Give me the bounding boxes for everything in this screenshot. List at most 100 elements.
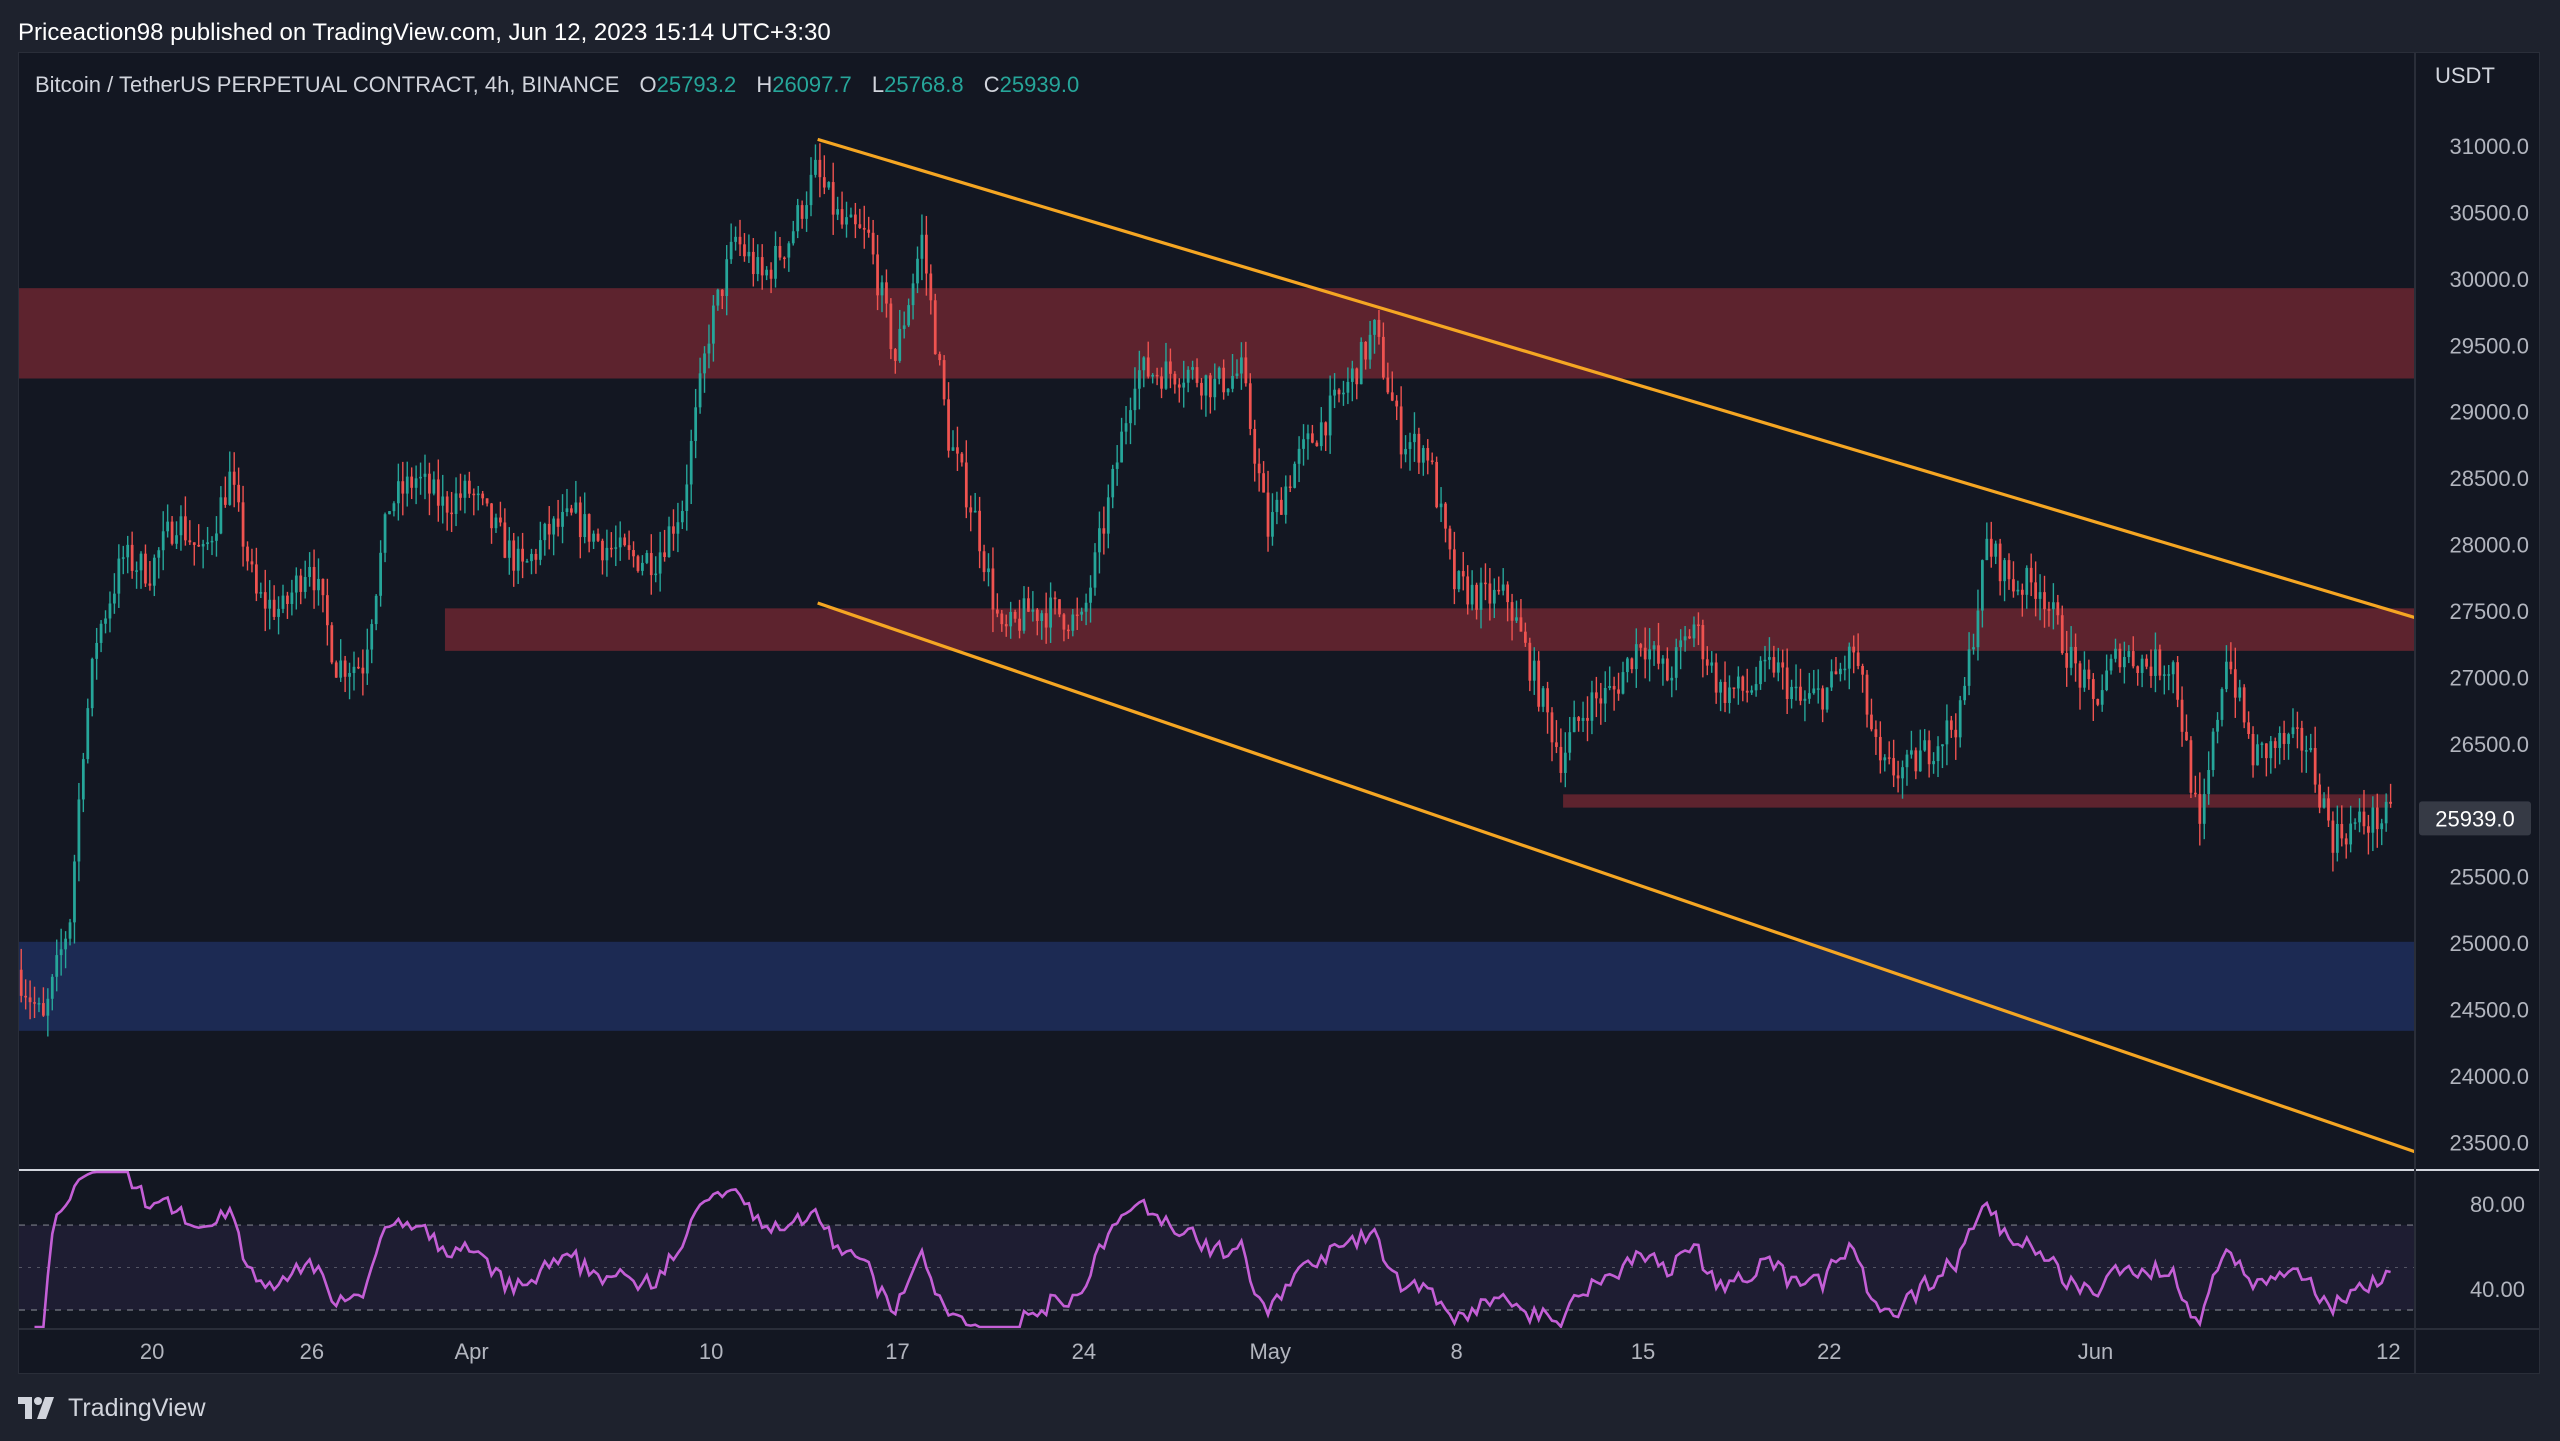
candle-body [490, 503, 493, 529]
candle-body [902, 325, 906, 329]
candle-body [1319, 422, 1323, 447]
candle-body [2384, 801, 2388, 824]
candle-body [1586, 717, 1589, 721]
candle-body [2003, 560, 2006, 582]
candles-layer [19, 143, 2392, 1037]
candle-body [1856, 652, 1860, 667]
price-axis[interactable]: 31000.0 30500.0 30000.0 29500.0 29000.0 28500… [2449, 134, 2529, 1155]
candle-body [2034, 582, 2038, 599]
candle-body [796, 205, 800, 232]
candle-body [334, 662, 338, 678]
candle-body [1191, 367, 1194, 370]
candle-body [831, 182, 835, 215]
candle-body [1018, 618, 1021, 631]
chart-panel[interactable]: USDT 31000.0 30500.0 30000.0 29500.0 29000.0… [18, 52, 2540, 1374]
candle-body [1226, 388, 1230, 393]
candle-body [1954, 729, 1958, 738]
candle-body [241, 502, 245, 547]
candle-body [1146, 357, 1150, 377]
candle-body [2052, 602, 2055, 610]
candle-body [743, 244, 746, 257]
open-label: O [640, 72, 657, 97]
candle-body [1763, 659, 1767, 662]
rsi-pane[interactable] [19, 1172, 2415, 1327]
candle-body [1284, 486, 1288, 515]
candle-body [1870, 714, 1873, 730]
candle-body [206, 542, 209, 545]
candle-body [201, 544, 205, 547]
candle-body [494, 517, 498, 529]
rsi-axis[interactable]: 80.00 40.00 [2470, 1192, 2525, 1302]
candle-body [1981, 560, 1984, 611]
candle-body [2038, 592, 2042, 599]
chart-canvas[interactable]: USDT 31000.0 30500.0 30000.0 29500.0 29000.0… [19, 53, 2539, 1373]
candle-body [1905, 754, 1909, 768]
candle-body [991, 568, 995, 610]
time-tick-label: Jun [2078, 1339, 2113, 1364]
candle-body [1759, 660, 1762, 685]
candle-body [538, 540, 542, 560]
candle-body [1661, 658, 1665, 664]
candle-body [352, 666, 356, 674]
candle-body [1430, 460, 1434, 463]
candle-body [2327, 798, 2330, 821]
candle-body [2242, 687, 2246, 723]
candle-body [2309, 747, 2313, 751]
candle-body [1160, 376, 1163, 389]
candle-body [2096, 698, 2100, 705]
candle-body [1204, 375, 1208, 396]
candle-body [1634, 644, 1638, 670]
candle-body [405, 476, 409, 494]
candle-body [747, 251, 751, 257]
candle-body [86, 708, 90, 760]
candle-body [1688, 636, 1691, 639]
candle-body [1963, 685, 1967, 701]
candle-body [2380, 823, 2384, 830]
candle-body [1683, 636, 1687, 641]
candle-body [81, 759, 85, 800]
candle-body [1071, 614, 1075, 631]
candle-body [2131, 651, 2135, 667]
candle-body [1275, 499, 1279, 513]
candle-body [601, 540, 604, 561]
candle-body [1652, 645, 1656, 650]
footer-brand[interactable]: TradingView [18, 1390, 206, 1426]
price-tick-label: 29500.0 [2449, 333, 2529, 358]
candle-body [1484, 582, 1487, 585]
candle-body [547, 523, 551, 535]
time-tick-label: 20 [140, 1339, 164, 1364]
candle-body [1550, 712, 1554, 743]
candle-body [148, 583, 152, 586]
candle-body [1346, 381, 1350, 393]
candle-body [2087, 669, 2091, 680]
candle-body [1541, 688, 1545, 707]
candle-body [33, 1002, 36, 1004]
candle-body [565, 508, 569, 512]
candle-body [1572, 717, 1576, 733]
candle-body [1936, 746, 1940, 762]
time-tick-label: Apr [454, 1339, 488, 1364]
candle-body [1186, 369, 1190, 383]
candle-body [2167, 674, 2171, 676]
candle-body [2340, 823, 2344, 839]
candle-body [765, 269, 769, 276]
candle-body [321, 578, 325, 596]
candle-body [1324, 422, 1328, 436]
candle-body [938, 354, 942, 361]
candle-body [1705, 659, 1709, 666]
candle-body [286, 595, 289, 604]
candle-body [1670, 677, 1674, 681]
candle-body [1790, 686, 1793, 699]
candle-body [1337, 389, 1341, 395]
candle-body [210, 540, 214, 543]
candle-body [450, 512, 453, 515]
trendlines-layer [817, 137, 2416, 1154]
candle-body [2149, 666, 2153, 676]
time-axis[interactable]: 20 26 Apr 10 17 24 May 8 15 22 Jun 12 [140, 1339, 2401, 1364]
candle-body [521, 548, 524, 562]
candle-body [632, 550, 635, 557]
candle-body [374, 595, 378, 625]
candle-body [325, 595, 329, 626]
time-tick-label: 17 [885, 1339, 909, 1364]
candle-body [1009, 611, 1013, 627]
